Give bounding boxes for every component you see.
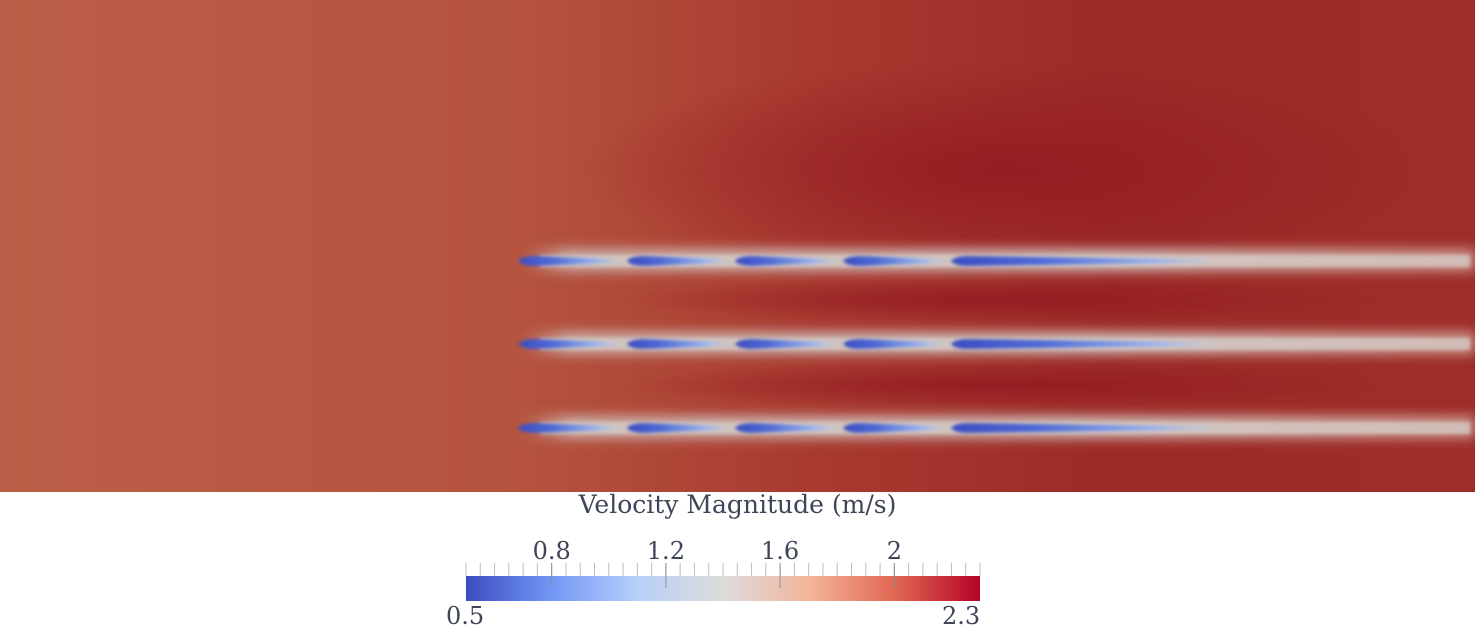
colorbar-major-ticks (551, 563, 895, 588)
colorbar-tick-label: 2 (886, 537, 902, 565)
colorbar-tick-label: 1.2 (646, 537, 685, 565)
colorbar-tick-label: 0.8 (532, 537, 571, 565)
blade-low-velocity-region (627, 339, 727, 349)
high-velocity-region (580, 60, 1420, 280)
high-velocity-band-2 (620, 363, 1380, 407)
blade-low-velocity-region (627, 423, 727, 433)
colorbar-min-label: 0.5 (446, 602, 485, 630)
blade-low-velocity-region (951, 339, 1211, 349)
colorbar-tick-label: 1.6 (761, 537, 800, 565)
blade-low-velocity-region (951, 256, 1211, 266)
blade-low-velocity-region (735, 339, 835, 349)
blade-low-velocity-region (735, 256, 835, 266)
blade-low-velocity-region (843, 423, 943, 433)
blade-low-velocity-region (843, 339, 943, 349)
high-velocity-band-1 (620, 278, 1380, 322)
blade-low-velocity-region (627, 256, 727, 266)
colorbar (465, 563, 981, 601)
blade-low-velocity-region (735, 423, 835, 433)
blade-layer (518, 256, 1211, 433)
blade-low-velocity-region (518, 339, 618, 349)
blade-low-velocity-region (843, 256, 943, 266)
blade-low-velocity-region (951, 423, 1211, 433)
blade-low-velocity-region (518, 256, 618, 266)
blade-low-velocity-region (518, 423, 618, 433)
colorbar-title: Velocity Magnitude (m/s) (578, 490, 897, 519)
colorbar-gradient (466, 576, 980, 601)
colorbar-max-label: 2.3 (942, 602, 981, 630)
